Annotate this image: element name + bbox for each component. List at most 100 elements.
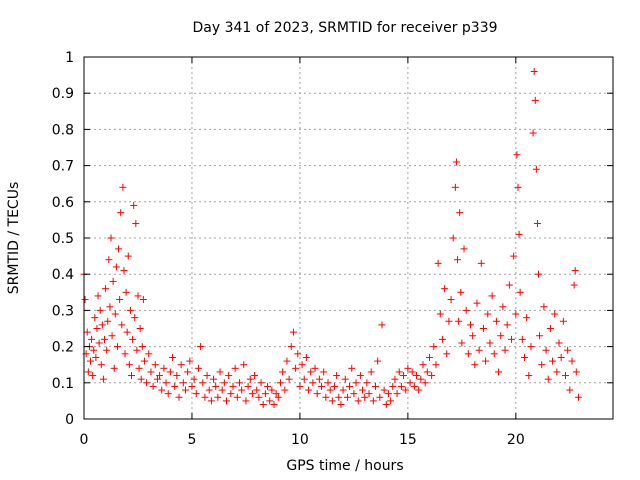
data-point-marker: [501, 346, 509, 354]
data-point-marker: [540, 303, 548, 311]
data-point-marker: [568, 357, 576, 365]
data-point-marker: [88, 335, 96, 343]
data-point-marker: [259, 401, 267, 409]
data-point-marker: [135, 364, 143, 372]
data-point-marker: [145, 350, 153, 358]
data-point-marker: [84, 368, 92, 376]
data-point-marker: [318, 382, 326, 390]
data-point-marker: [171, 382, 179, 390]
data-point-marker: [302, 353, 310, 361]
data-point-marker: [533, 220, 541, 228]
data-point-marker: [350, 390, 358, 398]
data-point-marker: [130, 201, 138, 209]
data-point-marker: [555, 339, 563, 347]
data-point-marker: [363, 379, 371, 387]
data-point-marker: [503, 321, 511, 329]
data-point-marker: [122, 288, 130, 296]
data-point-marker: [140, 357, 148, 365]
data-point-marker: [417, 375, 425, 383]
y-tick-label: 0.1: [52, 376, 74, 392]
data-point-marker: [356, 372, 364, 380]
data-point-marker: [469, 332, 477, 340]
data-point-marker: [458, 339, 466, 347]
data-point-marker: [205, 386, 213, 394]
data-point-marker: [134, 292, 142, 300]
data-point-marker: [86, 357, 94, 365]
data-point-marker: [123, 328, 131, 336]
data-point-marker: [162, 379, 170, 387]
data-point-marker: [516, 288, 524, 296]
data-point-marker: [527, 343, 535, 351]
data-point-marker: [538, 361, 546, 369]
data-point-marker: [571, 267, 579, 275]
data-point-marker: [514, 183, 522, 191]
data-point-marker: [199, 379, 207, 387]
data-point-marker: [421, 379, 429, 387]
data-point-marker: [101, 335, 109, 343]
data-point-marker: [449, 234, 457, 242]
y-tick-label: 0.4: [52, 267, 74, 283]
data-point-marker: [147, 368, 155, 376]
data-point-marker: [289, 328, 297, 336]
data-point-marker: [525, 372, 533, 380]
data-point-marker: [339, 386, 347, 394]
data-point-marker: [397, 382, 405, 390]
data-point-marker: [378, 321, 386, 329]
y-tick-label: 0.6: [52, 195, 74, 211]
data-point-marker: [173, 372, 181, 380]
data-point-marker: [93, 325, 101, 332]
data-point-marker: [402, 386, 410, 394]
data-point-marker: [235, 379, 243, 387]
data-point-marker: [492, 317, 500, 325]
data-point-marker: [406, 379, 414, 387]
data-point-marker: [553, 368, 561, 376]
data-point-marker: [246, 375, 254, 383]
data-point-marker: [530, 67, 538, 75]
data-point-marker: [574, 393, 582, 401]
data-point-marker: [210, 375, 218, 383]
data-point-marker: [160, 364, 168, 372]
data-point-marker: [520, 353, 528, 361]
data-point-marker: [389, 382, 397, 390]
data-point-marker: [194, 364, 202, 372]
data-point-marker: [477, 259, 485, 267]
data-point-marker: [365, 390, 373, 398]
chart-title: Day 341 of 2023, SRMTID for receiver p33…: [192, 20, 497, 36]
data-point-marker: [137, 375, 145, 383]
data-point-marker: [464, 350, 472, 358]
data-point-marker: [361, 393, 369, 401]
data-point-marker: [430, 343, 438, 351]
data-point-marker: [136, 325, 144, 332]
y-tick-label: 0.3: [52, 303, 74, 319]
data-point-marker: [118, 321, 126, 329]
data-point-marker: [279, 368, 287, 376]
data-point-marker: [531, 96, 539, 104]
data-point-marker: [112, 263, 120, 271]
data-point-marker: [451, 183, 459, 191]
data-point-marker: [197, 343, 205, 351]
data-point-marker: [220, 379, 228, 387]
data-point-marker: [535, 270, 543, 278]
data-point-marker: [99, 375, 107, 383]
data-point-marker: [107, 234, 115, 242]
data-point-marker: [108, 332, 116, 340]
data-point-marker: [257, 379, 265, 387]
data-point-marker: [166, 368, 174, 376]
axis-ticks: 0 5 10 15 20 0 0.1 0.2 0.3 0.4 0.5 0.6 0.7 0.8 0.9 1: [52, 50, 613, 448]
data-point-marker: [285, 375, 293, 383]
data-point-marker: [513, 151, 521, 159]
data-point-marker: [81, 296, 89, 304]
data-point-marker: [192, 390, 200, 398]
data-point-marker: [326, 386, 334, 394]
data-point-marker: [274, 393, 282, 401]
y-tick-label: 0.9: [52, 86, 74, 102]
data-point-marker: [510, 252, 518, 260]
data-point-marker: [324, 379, 332, 387]
data-point-marker: [126, 306, 134, 314]
data-point-marker: [298, 361, 306, 369]
data-point-marker: [181, 386, 189, 394]
data-point-marker: [188, 382, 196, 390]
x-tick-label: 0: [80, 432, 89, 448]
data-point-marker: [115, 245, 123, 253]
data-point-marker: [391, 375, 399, 383]
